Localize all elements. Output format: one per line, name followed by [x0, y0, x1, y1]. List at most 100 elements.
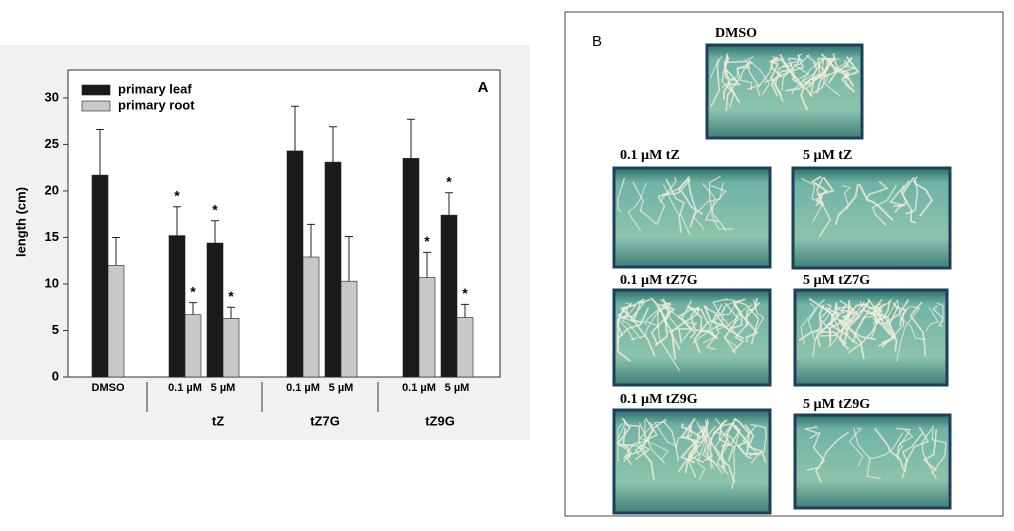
root: [749, 423, 767, 457]
root: [656, 306, 681, 371]
root: [701, 425, 736, 483]
root: [756, 58, 784, 97]
root: [720, 418, 737, 469]
root: [622, 427, 655, 480]
bar: [91, 174, 109, 378]
root: [763, 54, 805, 84]
root: [845, 56, 860, 87]
image-label: 5 µM tZ9G: [803, 397, 870, 412]
root: [922, 429, 937, 472]
root: [840, 304, 859, 322]
root: [838, 299, 851, 350]
group-label: tZ7G: [310, 413, 340, 428]
root: [710, 58, 721, 107]
x-tick-label: 5 µM: [445, 382, 470, 394]
bar: [107, 265, 125, 378]
root: [812, 431, 826, 483]
root: [621, 302, 642, 340]
legend-label: primary leaf: [118, 81, 192, 96]
root: [752, 298, 765, 331]
root: [679, 417, 698, 464]
root: [710, 55, 723, 79]
root: [666, 304, 679, 333]
panel-label: B: [592, 33, 602, 50]
root: [743, 301, 761, 343]
x-tick-label: DMSO: [92, 382, 125, 394]
bar: [440, 214, 458, 378]
root: [702, 307, 726, 344]
image-label: DMSO: [715, 26, 757, 41]
root: [865, 180, 889, 200]
root: [731, 304, 749, 353]
roots: [801, 175, 934, 238]
root: [704, 185, 727, 223]
image-label: 0.1 µM tZ: [620, 148, 680, 163]
root: [844, 306, 866, 345]
error-bar: [173, 206, 181, 236]
root: [818, 304, 848, 345]
root: [835, 302, 865, 360]
error-bar: [345, 236, 353, 282]
root: [731, 425, 740, 490]
root: [868, 432, 904, 459]
root: [677, 176, 704, 215]
root: [895, 427, 914, 456]
significance: *: [228, 288, 234, 304]
root: [665, 178, 685, 233]
root: [617, 306, 631, 363]
root: [896, 299, 926, 340]
error-bar: [407, 118, 415, 159]
root: [881, 299, 910, 344]
y-axis-label: length (cm): [13, 187, 28, 257]
error-bar: [112, 236, 120, 266]
bar: [168, 235, 186, 378]
root: [872, 299, 899, 325]
roots: [710, 53, 860, 112]
image-label: 0.1 µM tZ7G: [620, 273, 698, 288]
root: [662, 420, 680, 462]
legend-label: primary root: [118, 97, 195, 112]
root: [715, 299, 743, 331]
y-tick-label: 30: [45, 89, 59, 104]
bar: [222, 318, 240, 378]
root: [638, 422, 666, 465]
root: [808, 297, 847, 336]
root: [905, 176, 919, 215]
x-tick-label: 5 µM: [329, 382, 354, 394]
root: [858, 183, 894, 221]
roots: [804, 425, 947, 483]
root: [632, 298, 656, 357]
root: [650, 298, 669, 345]
root: [747, 56, 770, 95]
root: [800, 302, 816, 345]
root: [798, 304, 825, 342]
legend-swatch: [81, 100, 111, 112]
root: [658, 307, 677, 360]
root: [801, 177, 824, 223]
root: [723, 304, 753, 348]
group-label: tZ: [212, 413, 224, 428]
x-tick-label: 0.1 µM: [168, 382, 202, 394]
significance: *: [424, 233, 430, 249]
error-bar: [227, 306, 235, 319]
significance: *: [462, 285, 468, 301]
root: [789, 62, 813, 98]
root: [772, 56, 798, 80]
root: [806, 431, 849, 472]
root: [781, 53, 803, 91]
bar: [418, 277, 436, 378]
photo: [612, 166, 772, 269]
bar: [184, 314, 202, 378]
bar: [324, 161, 342, 378]
root: [657, 178, 691, 203]
y-tick-label: 25: [45, 136, 59, 151]
x-tick-label: 0.1 µM: [286, 382, 320, 394]
error-bar: [211, 220, 219, 244]
root: [895, 427, 912, 461]
bar: [286, 150, 304, 378]
root: [801, 59, 824, 89]
root: [925, 307, 940, 332]
root: [710, 419, 727, 469]
error-bar: [329, 126, 337, 163]
